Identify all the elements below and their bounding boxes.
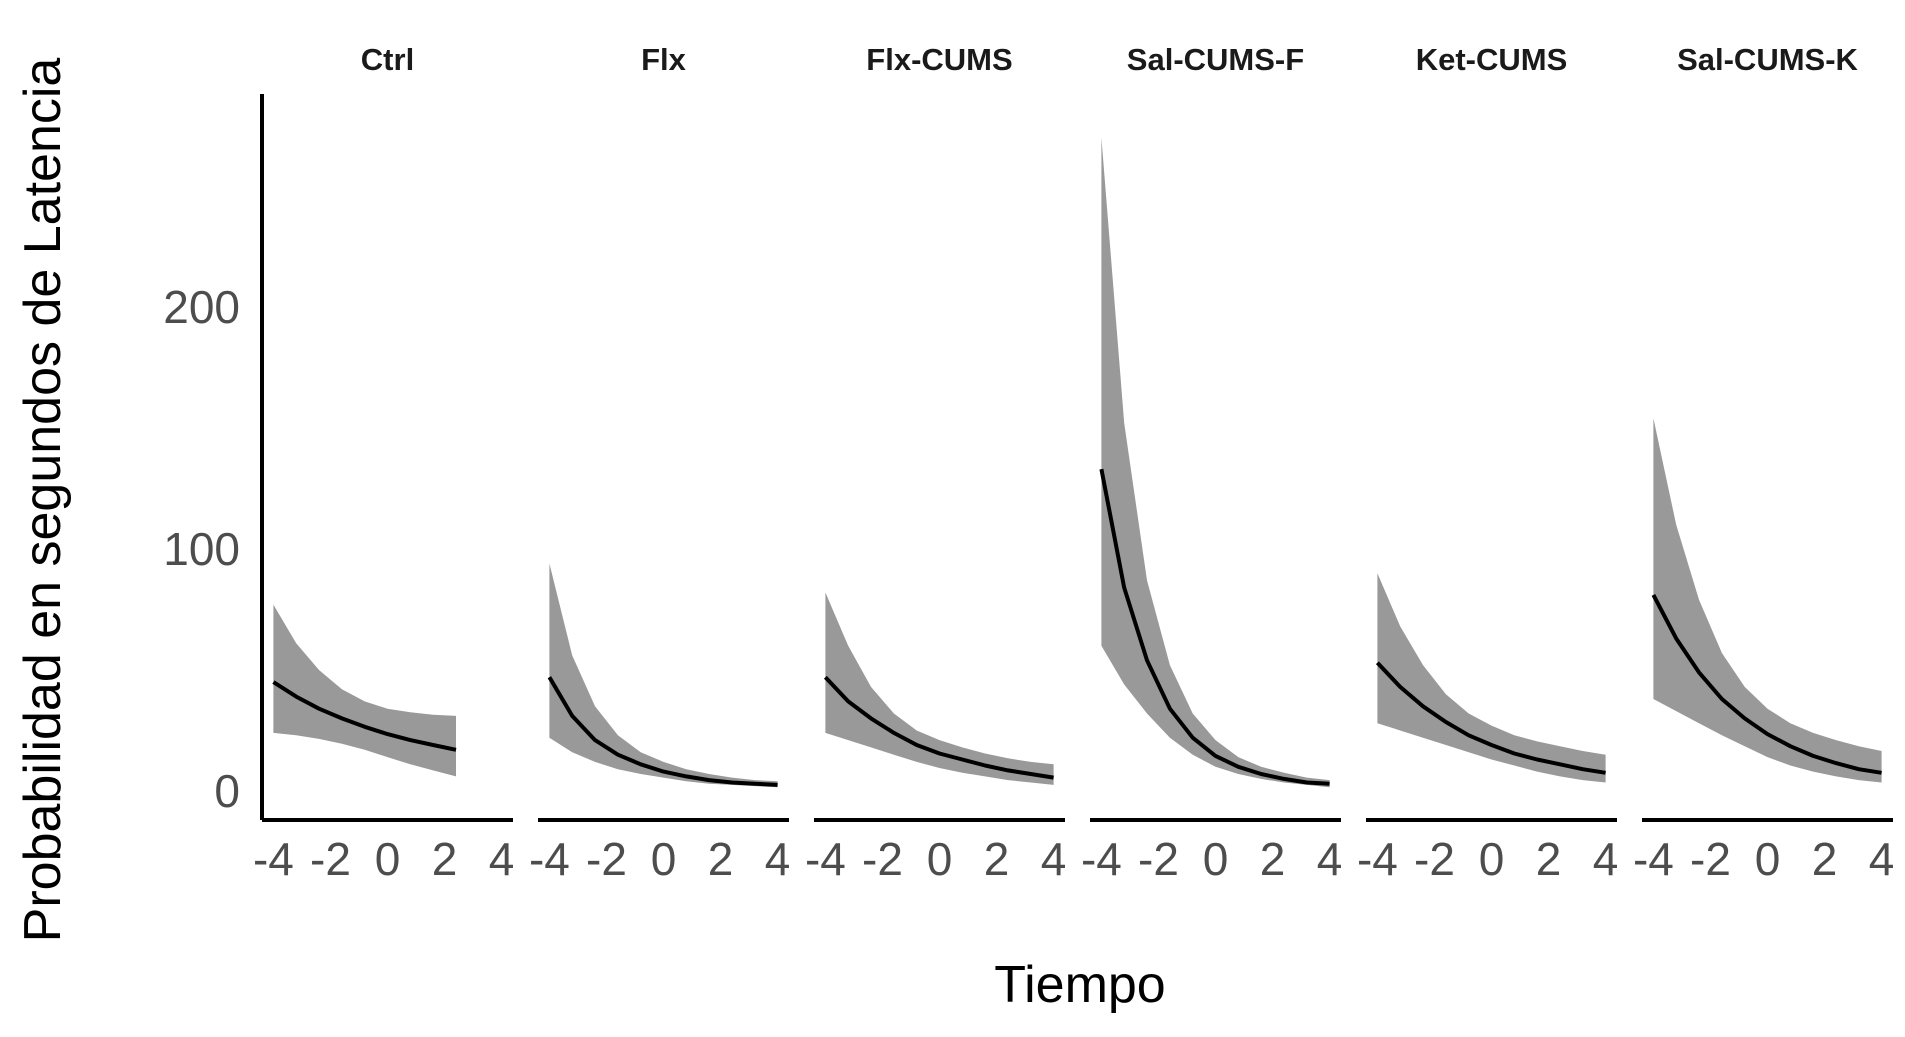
x-tick-label: 0 — [651, 833, 677, 885]
x-tick-label: -2 — [1690, 833, 1731, 885]
series-line — [272, 680, 457, 752]
facet-title: Sal-CUMS-K — [1677, 42, 1858, 77]
x-tick-label: 2 — [432, 833, 458, 885]
x-tick-label: 4 — [489, 833, 515, 885]
x-tick-label: -2 — [1414, 833, 1455, 885]
x-tick-label: -4 — [253, 833, 294, 885]
x-tick-label: -2 — [1138, 833, 1179, 885]
x-tick-label: 2 — [708, 833, 734, 885]
facet-ket-cums: Ket-CUMS -4 -2 0 2 4 — [1357, 42, 1618, 885]
facet-sal-cums-k: Sal-CUMS-K -4 -2 0 2 4 — [1633, 42, 1894, 885]
x-tick-label: 4 — [1593, 833, 1619, 885]
x-tick-label: 2 — [1260, 833, 1286, 885]
x-tick-label: 0 — [927, 833, 953, 885]
confidence-ribbon — [1653, 418, 1882, 783]
confidence-ribbon — [1101, 137, 1330, 788]
series-line — [1099, 468, 1330, 786]
x-axis-title: Tiempo — [994, 956, 1165, 1014]
x-tick-label: 4 — [765, 833, 791, 885]
y-axis: 0 100 200 — [163, 94, 264, 820]
x-tick-label: -4 — [529, 833, 570, 885]
x-tick-label: 2 — [1536, 833, 1562, 885]
x-tick-label: -4 — [1081, 833, 1122, 885]
y-tick-label: 100 — [163, 523, 240, 575]
confidence-ribbon — [549, 563, 778, 788]
x-tick-label: -2 — [862, 833, 903, 885]
x-tick-label: 0 — [1203, 833, 1229, 885]
facet-title: Flx-CUMS — [866, 42, 1012, 77]
y-tick-label: 200 — [163, 281, 240, 333]
x-tick-label: 4 — [1317, 833, 1343, 885]
confidence-ribbon — [273, 604, 456, 777]
series-line — [1375, 661, 1606, 775]
facet-ctrl: Ctrl -4 -2 0 2 4 — [253, 42, 514, 885]
facet-title: Flx — [641, 42, 687, 77]
confidence-ribbon — [1377, 573, 1606, 783]
facet-sal-cums-f: Sal-CUMS-F -4 -2 0 2 4 — [1081, 42, 1342, 885]
x-tick-label: -2 — [586, 833, 627, 885]
y-axis-title: Probabilidad en segundos de Latencia — [14, 58, 72, 943]
x-tick-label: 2 — [984, 833, 1010, 885]
x-tick-label: -4 — [805, 833, 846, 885]
x-tick-label: 0 — [375, 833, 401, 885]
facet-title: Ket-CUMS — [1416, 42, 1568, 77]
confidence-ribbon — [825, 592, 1054, 785]
series-line — [1651, 593, 1882, 775]
facet-flx-cums: Flx-CUMS -4 -2 0 2 4 — [805, 42, 1066, 885]
facet-flx: Flx -4 -2 0 2 4 — [529, 42, 790, 885]
y-tick-label: 0 — [214, 765, 240, 817]
x-tick-label: 4 — [1041, 833, 1067, 885]
x-tick-label: -2 — [310, 833, 351, 885]
x-tick-label: -4 — [1357, 833, 1398, 885]
facet-title: Sal-CUMS-F — [1127, 42, 1304, 77]
facet-title: Ctrl — [361, 42, 414, 77]
x-tick-label: 0 — [1479, 833, 1505, 885]
series-line — [823, 675, 1054, 780]
x-tick-label: -4 — [1633, 833, 1674, 885]
x-tick-label: 0 — [1755, 833, 1781, 885]
x-tick-label: 2 — [1812, 833, 1838, 885]
series-line — [547, 676, 778, 787]
x-tick-label: 4 — [1869, 833, 1895, 885]
